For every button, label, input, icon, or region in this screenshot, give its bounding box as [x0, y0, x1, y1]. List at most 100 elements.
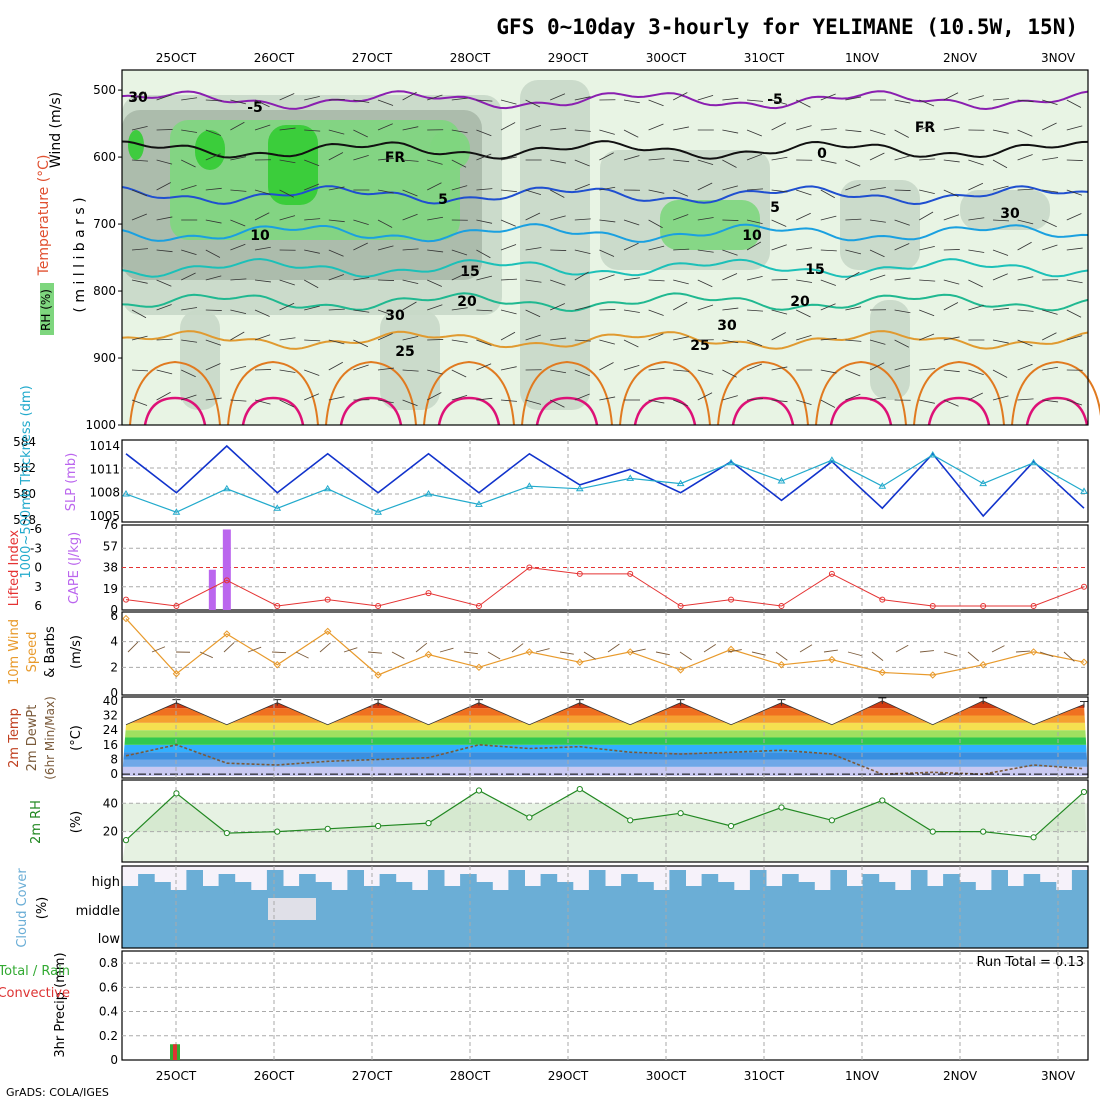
thickness-slp-panel: 584 582 580 578 1014 1011 1008 1005 1000~500mb T… — [13, 385, 1089, 579]
li-point-6 — [425, 590, 432, 597]
upper-wind-barb — [377, 189, 394, 194]
rh-line — [125, 788, 1085, 841]
upper-wind-barb — [599, 274, 615, 281]
li-point-0 — [123, 596, 129, 603]
wind-speed-point-12 — [727, 645, 735, 654]
upper-wind-barb — [919, 99, 935, 107]
upper-wind-barb — [353, 309, 370, 313]
cloud-high-bar-12 — [315, 882, 332, 894]
wind-barb-12 — [415, 642, 428, 653]
thickness-point-1 — [172, 508, 181, 515]
upper-wind-barb — [968, 182, 984, 191]
upper-wind-barb — [500, 244, 517, 251]
pressure-level-700: 700 — [93, 217, 116, 231]
wind-barb-22 — [655, 651, 670, 656]
isotherm-35-arc-8 — [927, 396, 991, 426]
wind-barb-24 — [703, 643, 716, 653]
upper-wind-barb — [476, 363, 492, 371]
cape-bar-2 — [222, 529, 231, 610]
upper-wind-barb — [919, 279, 936, 282]
upper-wind-barb — [181, 272, 196, 281]
upper-wind-barb — [648, 219, 663, 229]
rh-point-12 — [727, 822, 735, 830]
upper-wind-barb — [746, 398, 763, 401]
upper-wind-barb — [156, 159, 173, 165]
upper-wind-barb — [279, 93, 295, 101]
upper-wind-barb — [968, 95, 984, 101]
upper-wind-barb — [574, 393, 590, 401]
wind-barb-13 — [439, 647, 454, 653]
label-cloud: Cloud Cover — [15, 868, 30, 948]
wind-barb-6 — [271, 651, 287, 654]
upper-wind-barb — [943, 369, 960, 373]
upper-wind-barb — [943, 126, 960, 131]
cloud-high-bar-32 — [637, 882, 654, 894]
thickness-point-15 — [878, 482, 887, 489]
temp-max-marker-11 — [676, 699, 685, 706]
wind-barb-9 — [343, 647, 358, 653]
upper-wind-barb — [943, 399, 959, 407]
upper-wind-barb — [894, 219, 910, 226]
upper-wind-barb — [697, 94, 714, 101]
label-temperature: Temperature (°C) — [36, 155, 52, 277]
thickness-point-7 — [475, 500, 483, 507]
wind-barb-0 — [127, 641, 139, 653]
upper-wind-barb — [402, 189, 418, 197]
wind-barb-25 — [727, 649, 742, 653]
upper-wind-barb — [402, 126, 419, 131]
upper-wind-barb — [771, 99, 788, 105]
rh-point-17 — [980, 828, 987, 835]
upper-wind-barb — [796, 125, 812, 131]
cape-tick-4: 0 — [110, 603, 118, 617]
upper-wind-barb — [377, 399, 394, 404]
upper-wind-barb — [377, 157, 394, 161]
upper-wind-barb — [919, 399, 935, 404]
thickness-line — [125, 454, 1085, 513]
rh-area — [122, 789, 1088, 862]
upper-wind-barb — [427, 369, 443, 375]
upper-wind-barb — [156, 279, 172, 287]
li-point-10 — [627, 570, 634, 577]
upper-wind-barb — [476, 249, 491, 259]
upper-wind-barb — [771, 219, 787, 227]
top-date-4: 29OCT — [548, 51, 589, 65]
temp-band-3 — [122, 744, 1088, 753]
upper-wind-barb — [476, 275, 493, 281]
upper-wind-barb — [919, 123, 935, 131]
temp-tick-4: 8 — [110, 753, 118, 767]
upper-wind-barb — [1017, 188, 1034, 191]
upper-wind-barb — [402, 301, 417, 311]
upper-wind-barb — [820, 159, 837, 164]
upper-wind-barb — [1066, 279, 1083, 284]
upper-wind-barb — [254, 99, 270, 108]
cloud-high-bar-34 — [669, 870, 686, 894]
thickness-point-4 — [323, 484, 332, 492]
contour-label-13: 25 — [690, 338, 709, 354]
upper-wind-barb — [697, 304, 714, 311]
cloud-high-bar-13 — [331, 890, 348, 894]
upper-wind-barb — [254, 334, 271, 341]
upper-wind-barb — [673, 248, 690, 251]
upper-wind-barb — [1042, 244, 1058, 251]
rh-area-5 — [520, 80, 590, 410]
upper-wind-barb — [943, 92, 959, 101]
wind-barb-19 — [583, 651, 597, 660]
upper-wind-barb — [697, 279, 713, 288]
thickness-point-12 — [727, 458, 735, 466]
upper-wind-barb — [328, 249, 344, 257]
upper-wind-barb — [1042, 366, 1059, 371]
upper-wind-barb — [574, 129, 591, 132]
upper-wind-barb — [845, 159, 861, 167]
contour-label-8: 15 — [460, 264, 479, 280]
cloud-high-bar-47 — [878, 882, 896, 894]
temp-band-7 — [122, 715, 1088, 723]
isotherm-30-arc-5 — [619, 360, 711, 426]
upper-wind-barb — [402, 248, 419, 251]
dewpoint-line — [125, 743, 1085, 776]
upper-wind-barb — [254, 246, 271, 251]
upper-wind-barb — [869, 339, 886, 345]
upper-wind-barb — [181, 339, 198, 343]
upper-wind-barb — [894, 189, 911, 191]
upper-wind-barb — [156, 391, 171, 401]
